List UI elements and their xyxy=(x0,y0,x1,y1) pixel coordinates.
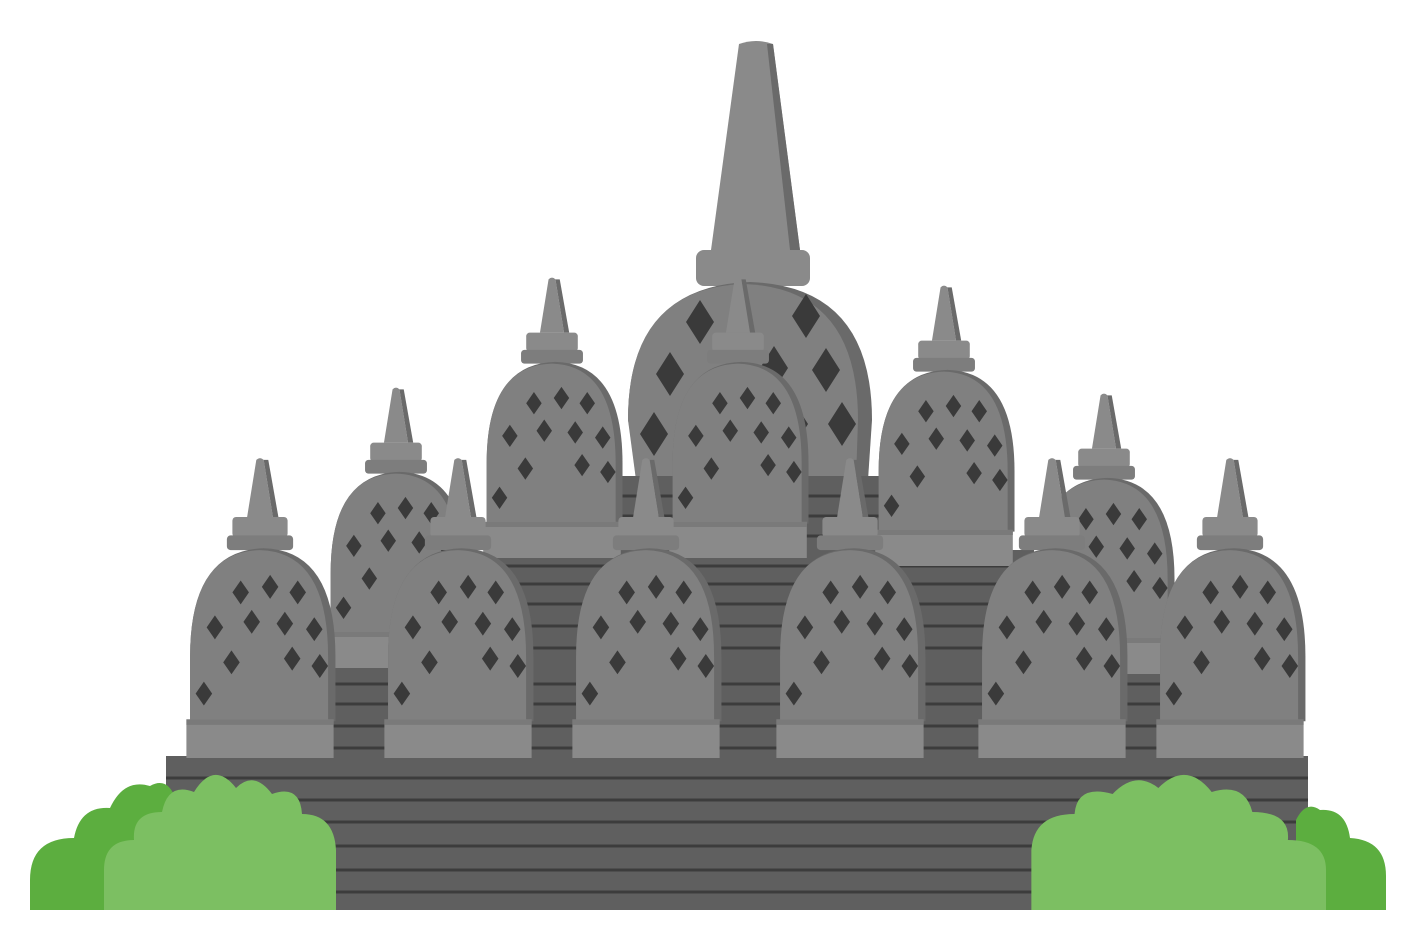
bush-icon-right xyxy=(1031,774,1386,910)
stupa-icon xyxy=(875,285,1015,566)
stupa-icon xyxy=(1156,458,1306,758)
stupa-icon xyxy=(186,458,336,758)
bush-icon-left xyxy=(30,774,336,910)
stupa-icon xyxy=(483,277,623,558)
terrace-middle xyxy=(488,550,1034,670)
